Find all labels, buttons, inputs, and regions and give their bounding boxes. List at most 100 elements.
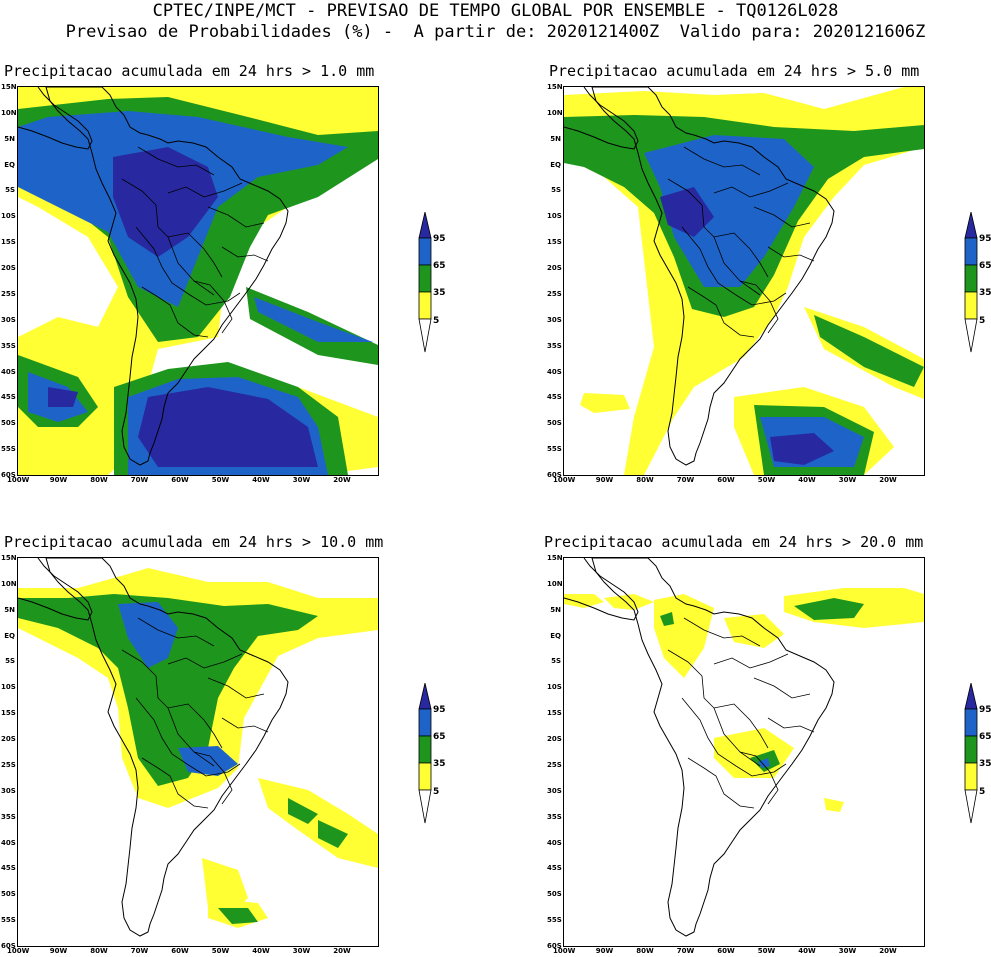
lon-label: 60W: [171, 947, 189, 955]
lat-label: 35S: [1, 812, 16, 821]
country-border: [687, 286, 755, 338]
lat-label: 15N: [547, 554, 563, 562]
colorbar-segment: [418, 264, 432, 293]
colorbar-label: 35: [433, 759, 446, 769]
colorbar: [418, 212, 432, 353]
country-border: [753, 677, 811, 699]
lat-label: 5N: [550, 605, 561, 614]
colorbar-segment: [418, 789, 432, 824]
country-border: [683, 617, 761, 647]
lat-label: 20S: [1, 735, 16, 744]
colorbar-segment: [964, 237, 978, 266]
colorbar-segment: [964, 762, 978, 791]
lat-label: 30S: [1, 315, 16, 324]
lon-label: 100W: [7, 947, 30, 955]
colorbar-label: 35: [979, 288, 991, 298]
probability-region: [824, 798, 844, 812]
colorbar-segment: [964, 291, 978, 320]
probability-region: [318, 820, 348, 848]
country-border: [141, 286, 209, 338]
colorbar-segment: [964, 735, 978, 764]
lat-label: 40S: [547, 838, 562, 847]
coastline: [591, 87, 835, 466]
probability-region: [18, 594, 318, 786]
lat-label: 60S: [1, 471, 16, 479]
country-border: [221, 246, 269, 262]
lat-label: 5N: [4, 605, 15, 614]
probability-region: [660, 187, 714, 237]
lat-label: 55S: [1, 445, 16, 454]
coastline: [18, 87, 93, 150]
panel-4-title: Precipitacao acumulada em 24 hrs > 20.0 …: [544, 533, 924, 551]
probability-region: [564, 594, 604, 608]
country-border: [193, 751, 233, 805]
panel-3-map: [17, 557, 379, 947]
lon-label: 100W: [553, 476, 576, 484]
lat-label: 5S: [551, 657, 561, 666]
lat-label: 35S: [547, 812, 562, 821]
lon-label: 20W: [879, 947, 897, 955]
lat-label: 30S: [547, 786, 562, 795]
lat-label: 15S: [547, 709, 562, 718]
probability-region: [113, 147, 218, 257]
country-border: [713, 182, 789, 198]
country-border: [713, 653, 789, 669]
lat-label: 10S: [547, 212, 562, 221]
country-border: [137, 617, 215, 647]
lat-label: 10N: [1, 108, 17, 117]
lat-label: 15S: [1, 238, 16, 247]
colorbar-segment: [964, 212, 978, 239]
lat-label: 55S: [547, 916, 562, 925]
lat-label: 50S: [547, 890, 562, 899]
panel-2-map: [563, 86, 925, 476]
colorbar-segment: [964, 789, 978, 824]
colorbar: [964, 683, 978, 824]
lat-label: 15N: [547, 83, 563, 91]
lat-label: 60S: [547, 942, 562, 950]
coastline: [564, 558, 639, 621]
country-border: [207, 677, 265, 699]
lat-label: 15S: [1, 709, 16, 718]
lat-label: 20S: [547, 735, 562, 744]
panel-2-title: Precipitacao acumulada em 24 hrs > 5.0 m…: [549, 62, 920, 80]
colorbar-label: 5: [979, 316, 986, 326]
probability-region: [178, 746, 238, 776]
probability-region: [654, 594, 714, 678]
country-border: [137, 146, 215, 176]
country-border: [713, 707, 761, 767]
probability-region: [794, 598, 864, 620]
colorbar-label: 5: [979, 787, 986, 797]
lat-label: 10N: [547, 579, 563, 588]
precip-probability-field: [564, 87, 924, 475]
country-border: [739, 751, 779, 805]
country-border: [167, 236, 215, 296]
lon-label: 50W: [211, 947, 230, 955]
colorbar-segment: [418, 683, 432, 710]
colorbar-segment: [418, 318, 432, 353]
lat-label: 5N: [4, 134, 15, 143]
colorbar-segment: [418, 762, 432, 791]
country-border: [687, 757, 755, 809]
colorbar-segment: [418, 212, 432, 239]
probability-region: [218, 908, 258, 924]
colorbar: [418, 683, 432, 824]
lat-label: 15S: [547, 238, 562, 247]
country-border: [167, 707, 215, 767]
country-border: [221, 717, 269, 733]
lat-label: 60S: [1, 942, 16, 950]
probability-region: [714, 728, 794, 778]
lat-label: 45S: [1, 864, 16, 873]
lat-label: 30S: [1, 786, 16, 795]
lat-label: 40S: [1, 367, 16, 376]
probability-region: [138, 387, 318, 467]
coastline: [564, 87, 639, 150]
lat-label: 25S: [547, 289, 562, 298]
lat-label: 40S: [547, 367, 562, 376]
lon-label: 50W: [211, 476, 230, 484]
lon-label: 40W: [252, 947, 270, 955]
lon-label: 70W: [676, 476, 695, 484]
country-border: [207, 206, 265, 228]
colorbar-label: 65: [979, 732, 991, 742]
panel-1-map: [17, 86, 379, 476]
lat-label: 45S: [547, 864, 562, 873]
